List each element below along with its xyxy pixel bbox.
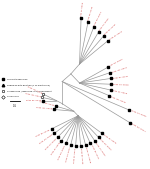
Text: PAM FL 2013: PAM FL 2013 (81, 2, 84, 17)
Text: PAM FL 2017: PAM FL 2017 (74, 148, 76, 163)
Text: PAM KY 2015: PAM KY 2015 (88, 6, 93, 21)
Text: PAM NY 2015: PAM NY 2015 (109, 58, 123, 67)
Text: PAM KY 2014: PAM KY 2014 (26, 100, 42, 101)
Text: PAM KY 2018: PAM KY 2018 (80, 148, 83, 164)
Text: PAM TX 2015: PAM TX 2015 (45, 138, 57, 150)
Text: PAM NY 2014: PAM NY 2014 (94, 11, 102, 26)
Text: PAM KY 2014: PAM KY 2014 (113, 75, 128, 79)
Text: PAM KY 2016: PAM KY 2016 (39, 101, 54, 106)
Text: PAM FL 2016: PAM FL 2016 (112, 90, 128, 94)
Text: complete pRErm46: complete pRErm46 (7, 79, 28, 80)
Text: PAM IRL 2014: PAM IRL 2014 (24, 93, 41, 98)
Text: 0.1: 0.1 (13, 104, 17, 108)
Text: PAM TX 2016: PAM TX 2016 (95, 142, 105, 155)
Text: PAM TX 2016: PAM TX 2016 (113, 84, 129, 86)
Text: PAM IRL 2017: PAM IRL 2017 (111, 67, 127, 73)
Text: PAM KY 2015: PAM KY 2015 (36, 129, 50, 137)
Text: PAM NY 2015: PAM NY 2015 (99, 138, 112, 150)
Text: PAM TX 2015: PAM TX 2015 (99, 18, 109, 31)
Text: PAM NY 2016: PAM NY 2016 (58, 145, 66, 160)
Text: PAM IRL 2018: PAM IRL 2018 (85, 147, 91, 163)
Text: PAM NY 2017: PAM NY 2017 (131, 123, 146, 132)
Text: PAM IRL 2016: PAM IRL 2016 (110, 96, 126, 103)
Text: PAM FL 2014: PAM FL 2014 (109, 31, 122, 40)
Text: PAM KY 2017: PAM KY 2017 (91, 145, 98, 159)
Text: no pRErm46 / pRErm46-like / incongruent: no pRErm46 / pRErm46-like / incongruent (7, 90, 52, 92)
Text: pRErm46 with deletion (1 or multiple IS): pRErm46 with deletion (1 or multiple IS) (7, 84, 50, 86)
Text: PAM IRL 2016: PAM IRL 2016 (36, 107, 52, 110)
Text: PAM IRL 2015: PAM IRL 2015 (27, 86, 42, 94)
Text: PAM FL 2015: PAM FL 2015 (51, 142, 61, 155)
Text: PAM NY 2018: PAM NY 2018 (39, 134, 53, 144)
Text: PAM FL 2016: PAM FL 2016 (103, 134, 116, 144)
Text: no plasmid: no plasmid (7, 96, 19, 97)
Text: PAM TX 2017: PAM TX 2017 (66, 147, 71, 162)
Text: PAM KY 2016: PAM KY 2016 (104, 24, 116, 35)
Text: PAM TX 2018: PAM TX 2018 (131, 110, 146, 117)
